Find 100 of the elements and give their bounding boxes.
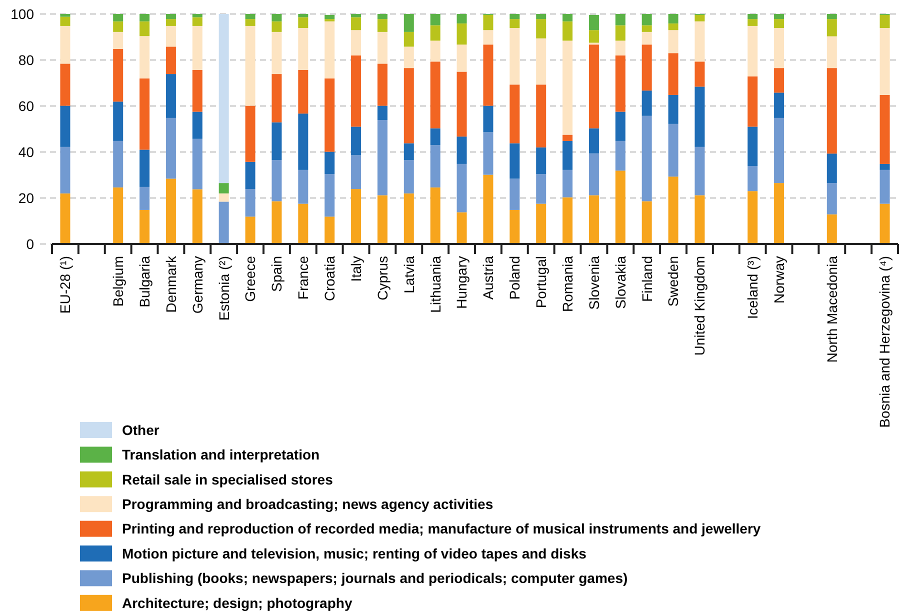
bar xyxy=(510,84,520,144)
bar xyxy=(642,201,652,244)
bar xyxy=(748,19,758,26)
bar xyxy=(642,44,652,91)
bar xyxy=(430,14,440,26)
bar xyxy=(351,189,362,244)
legend-label: Translation and interpretation xyxy=(122,446,320,463)
bar xyxy=(510,143,520,179)
bar xyxy=(588,30,599,43)
bar xyxy=(826,214,837,244)
x-tick-label: Slovenia xyxy=(586,256,602,310)
bar xyxy=(694,146,705,196)
bar xyxy=(774,183,784,244)
bar xyxy=(456,23,467,45)
x-tick-label: North Macedonia xyxy=(824,256,840,363)
bar xyxy=(324,21,335,78)
x-tick-label: EU-28 (¹) xyxy=(57,256,74,314)
bar xyxy=(668,176,678,244)
bar xyxy=(588,153,599,196)
bar xyxy=(166,178,176,244)
legend-label: Retail sale in specialised stores xyxy=(122,471,334,488)
bar xyxy=(588,14,599,30)
bar xyxy=(192,70,202,112)
bar xyxy=(880,94,890,164)
bar xyxy=(642,14,652,26)
bar xyxy=(615,14,626,26)
bar xyxy=(60,64,70,106)
bar xyxy=(826,36,837,68)
bar xyxy=(113,14,124,22)
legend-label: Programming and broadcasting; news agency activities xyxy=(122,496,494,512)
bar xyxy=(562,140,573,170)
bar xyxy=(694,195,705,244)
x-tick-label: Romania xyxy=(559,256,576,312)
bar xyxy=(588,128,599,154)
bar xyxy=(351,126,362,156)
y-tick-label: 100 xyxy=(10,6,34,22)
bar xyxy=(456,72,467,137)
bar xyxy=(298,114,308,170)
bar xyxy=(351,55,362,127)
bar xyxy=(694,86,705,147)
x-tick-label: Belgium xyxy=(110,256,126,307)
bar xyxy=(430,40,440,62)
bar xyxy=(218,14,229,184)
x-tick-label: Latvia xyxy=(400,256,417,294)
bar xyxy=(298,204,308,244)
bar xyxy=(774,68,784,93)
bar xyxy=(430,62,440,128)
legend-label: Other xyxy=(122,422,160,438)
bar xyxy=(192,112,202,139)
x-tick-label: Germany xyxy=(189,256,206,314)
bar xyxy=(245,162,256,190)
bar xyxy=(272,201,282,244)
bar xyxy=(483,30,494,45)
bar xyxy=(324,216,335,244)
bar xyxy=(430,145,440,188)
bar xyxy=(774,118,784,184)
x-tick-label: Denmark xyxy=(162,255,179,313)
bar xyxy=(562,134,573,141)
bar xyxy=(642,116,652,202)
bar xyxy=(245,216,256,244)
legend-label: Printing and reproduction of recorded media; manufacture of musical instruments and jewellery xyxy=(122,520,761,537)
bar xyxy=(536,204,546,244)
bar xyxy=(245,106,256,162)
bar xyxy=(113,32,124,49)
x-tick-label: Spain xyxy=(268,256,285,292)
bar xyxy=(694,14,705,22)
bar xyxy=(510,178,520,210)
bar xyxy=(536,147,546,174)
bar xyxy=(60,193,70,244)
bar xyxy=(218,193,229,202)
x-tick-label: France xyxy=(295,256,312,300)
x-tick-label: United Kingdom xyxy=(692,256,708,356)
bar xyxy=(748,76,758,127)
bar xyxy=(113,102,124,141)
bar xyxy=(298,28,308,70)
bar xyxy=(536,19,546,38)
bar xyxy=(826,183,837,214)
bar xyxy=(456,14,467,24)
x-tick-label: Italy xyxy=(348,256,364,282)
bar xyxy=(298,70,308,114)
bar xyxy=(351,155,362,190)
y-tick-label: 80 xyxy=(18,52,34,68)
bar xyxy=(192,14,202,18)
bar xyxy=(880,170,890,204)
bar xyxy=(615,25,626,41)
bar xyxy=(324,78,335,152)
bar xyxy=(404,68,414,144)
bar xyxy=(588,44,599,128)
bar xyxy=(404,46,414,68)
bar xyxy=(351,30,362,56)
bar xyxy=(218,183,229,194)
bar xyxy=(826,154,837,184)
bar xyxy=(642,32,652,45)
bar xyxy=(430,128,440,146)
bar xyxy=(113,187,124,244)
bar xyxy=(668,14,678,24)
bar xyxy=(245,19,256,26)
bar xyxy=(60,16,70,26)
bar xyxy=(113,21,124,32)
bar xyxy=(166,118,176,179)
